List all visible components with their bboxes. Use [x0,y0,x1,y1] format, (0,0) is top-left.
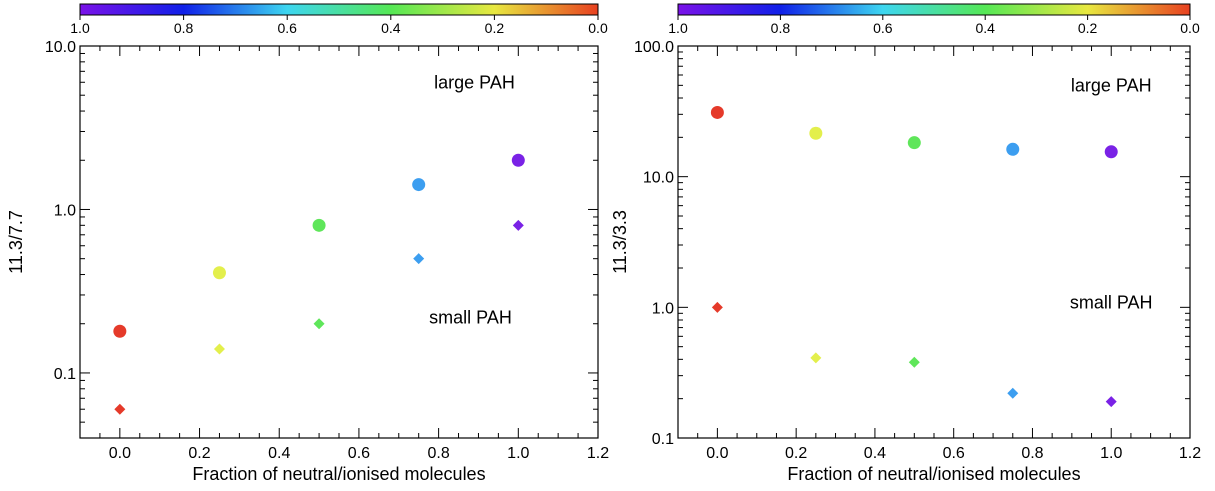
annotation-label: large PAH [434,72,515,92]
data-point-diamond [114,403,126,415]
colorbar-bar [677,3,1191,16]
data-point-diamond [313,318,325,330]
x-axis-label: Fraction of neutral/ionised molecules [192,464,485,484]
x-tick-label: 1.0 [1100,445,1122,462]
y-tick-label: 1.0 [54,202,76,219]
plot-frame [677,45,1191,439]
data-point-circle [113,324,127,338]
x-tick-label: 0.4 [268,445,290,462]
series-circle [710,105,1118,159]
colorbar: 1.0 0.8 0.6 0.4 0.2 0.0 [70,3,608,36]
colorbar-label: 0.4 [975,20,995,36]
data-point-circle [809,126,823,140]
y-tick-label: 10.0 [643,170,674,187]
annotation-label: large PAH [1071,75,1152,95]
x-tick-label: 0.0 [109,445,131,462]
x-tick-label: 0.6 [943,445,965,462]
data-point-circle [710,105,724,119]
annotation-label: small PAH [429,308,512,328]
colorbar-label: 0.0 [588,20,608,36]
data-point-circle [212,266,226,280]
data-point-circle [1104,145,1118,159]
colorbar-label: 0.8 [771,20,791,36]
colorbar-bar [79,3,599,16]
y-axis-label: 11.3/3.3 [610,210,630,274]
x-tick-label: 0.2 [188,445,210,462]
panel-2: 1.0 0.8 0.6 0.4 0.2 0.0 0.0 0.2 0.4 0.6 0.8 1.0 1.2 0… [610,3,1201,484]
annotation-label: small PAH [1070,292,1153,312]
data-point-diamond [413,253,425,265]
data-point-circle [511,153,525,167]
panel-1: 1.0 0.8 0.6 0.4 0.2 0.0 0.0 0.2 0.4 0.6 0.8 1.0 1.2 0… [6,3,609,484]
data-point-circle [907,136,921,150]
colorbar-label: 0.4 [381,20,401,36]
x-tick-label: 0.2 [785,445,807,462]
x-tick-label: 1.2 [1179,445,1201,462]
y-tick-label: 0.1 [54,366,76,383]
y-tick-label: 1.0 [652,300,674,317]
x-tick-label: 0.8 [427,445,449,462]
colorbar-label: 1.0 [70,20,90,36]
data-point-diamond [711,301,723,313]
data-point-diamond [810,352,822,364]
colorbar-label: 0.2 [485,20,505,36]
data-point-diamond [1105,396,1117,408]
y-tick-label: 100.0 [634,39,674,56]
x-tick-label: 0.0 [706,445,728,462]
colorbar: 1.0 0.8 0.6 0.4 0.2 0.0 [668,3,1200,36]
x-tick-label: 0.6 [348,445,370,462]
series-circle [113,153,525,338]
y-tick-label: 10.0 [45,39,76,56]
x-tick-label: 1.0 [507,445,529,462]
colorbar-label: 0.6 [873,20,893,36]
x-axis-label: Fraction of neutral/ionised molecules [787,464,1080,484]
data-point-diamond [512,219,524,231]
series-diamond [114,219,524,415]
x-tick-label: 1.2 [587,445,609,462]
data-point-diamond [1007,387,1019,399]
x-tick-label: 0.4 [864,445,886,462]
data-point-circle [312,218,326,232]
colorbar-label: 0.2 [1078,20,1098,36]
y-tick-label: 0.1 [652,431,674,448]
data-point-diamond [908,356,920,368]
colorbar-label: 0.6 [277,20,297,36]
colorbar-label: 0.0 [1180,20,1200,36]
data-point-circle [412,178,426,192]
x-tick-label: 0.8 [1021,445,1043,462]
colorbar-label: 0.8 [174,20,194,36]
data-point-diamond [213,343,225,355]
data-point-circle [1006,142,1020,156]
colorbar-label: 1.0 [668,20,688,36]
series-diamond [711,301,1117,408]
plot-frame [79,45,599,439]
y-axis-label: 11.3/7.7 [6,210,26,274]
